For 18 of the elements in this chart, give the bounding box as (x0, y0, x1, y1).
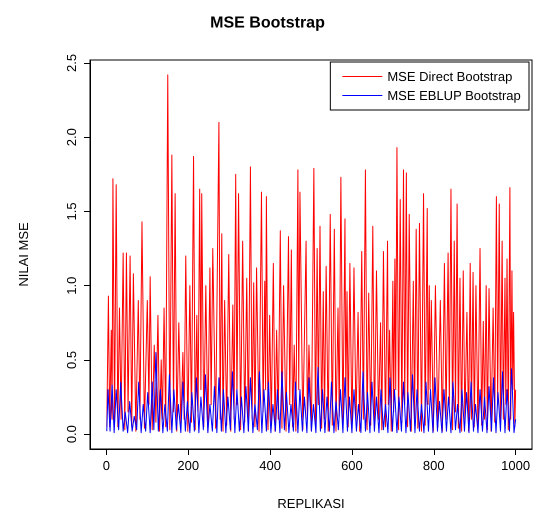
x-tick-label: 0 (102, 458, 110, 473)
x-tick-label: 400 (259, 458, 281, 473)
y-tick-label: 1.0 (64, 276, 79, 295)
x-axis-title: REPLIKASI (277, 496, 345, 511)
y-axis-title: NILAI MSE (16, 222, 31, 287)
x-tick-label: 1000 (501, 458, 530, 473)
y-tick-label: 2.5 (64, 54, 79, 72)
line-series (106, 352, 516, 434)
y-tick-label: 0.0 (64, 425, 79, 444)
x-tick-label: 600 (341, 458, 363, 473)
y-tick-label: 0.5 (64, 350, 79, 369)
legend-label: MSE EBLUP Bootstrap (387, 88, 521, 103)
legend-label: MSE Direct Bootstrap (387, 69, 512, 84)
x-tick-label: 200 (177, 458, 200, 473)
x-tick-label: 800 (422, 458, 445, 473)
y-tick-label: 1.5 (64, 202, 79, 220)
y-tick-label: 2.0 (64, 128, 79, 146)
chart-title: MSE Bootstrap (210, 14, 326, 32)
